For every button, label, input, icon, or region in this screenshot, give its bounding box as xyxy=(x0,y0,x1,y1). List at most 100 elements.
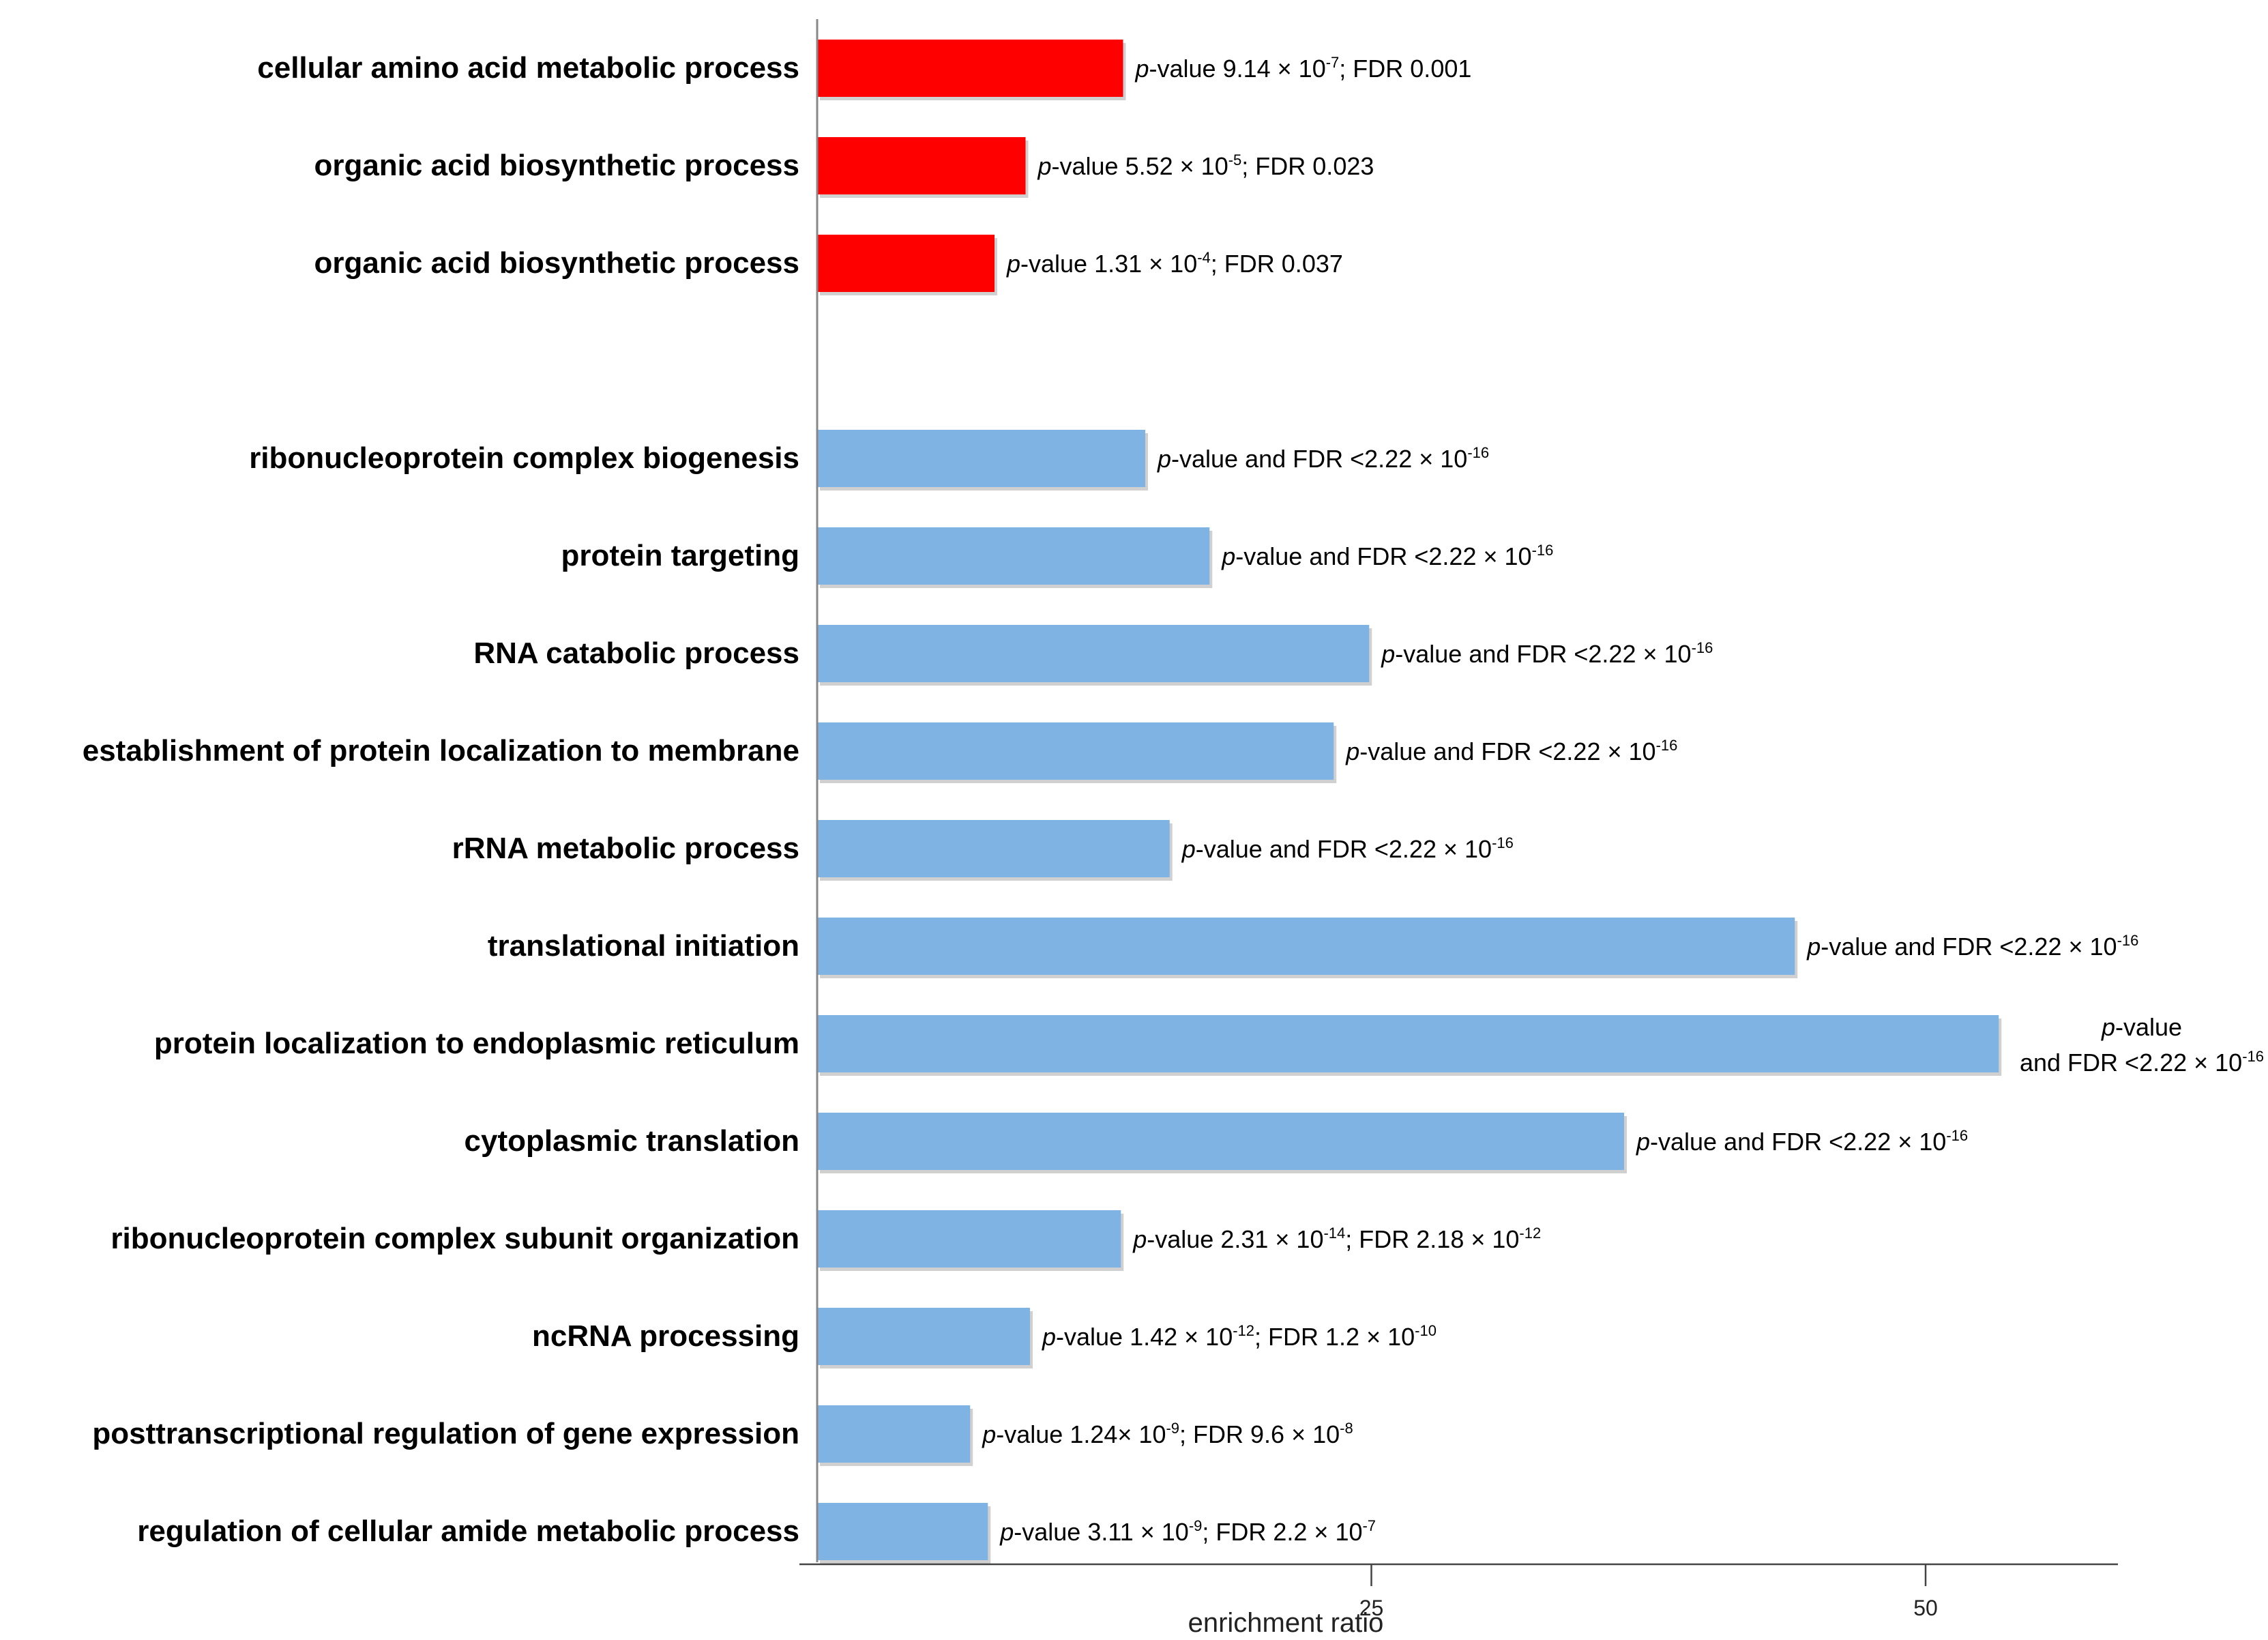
annotation-segment: p xyxy=(1157,445,1171,473)
annotation-exponent: -16 xyxy=(1656,737,1678,754)
bar xyxy=(817,722,1334,780)
bar-annotation: p-value 1.42 × 10-12; FDR 1.2 × 10-10 xyxy=(1042,1322,1437,1351)
annotation-segment: p xyxy=(1006,250,1020,278)
category-label: rRNA metabolic process xyxy=(452,832,799,865)
annotation-segment: -value and FDR <2.22 × 10 xyxy=(1395,640,1691,668)
bar-annotation: p-value 9.14 × 10-7; FDR 0.001 xyxy=(1135,54,1472,83)
category-label: cytoplasmic translation xyxy=(465,1124,799,1158)
category-label: regulation of cellular amide metabolic p… xyxy=(137,1514,799,1548)
annotation-exponent: -9 xyxy=(1189,1517,1203,1534)
annotation-segment: p xyxy=(1221,542,1235,570)
bar xyxy=(817,40,1123,97)
annotation-segment: ; FDR 2.18 × 10 xyxy=(1345,1225,1519,1253)
bar xyxy=(817,1210,1121,1268)
bar xyxy=(817,235,995,292)
annotation-segment: ; FDR 0.023 xyxy=(1241,152,1374,180)
annotation-segment: -value 9.14 × 10 xyxy=(1149,55,1326,83)
annotation-exponent: -16 xyxy=(1946,1127,1968,1144)
annotation-segment: -value and FDR <2.22 × 10 xyxy=(1196,835,1492,863)
bar-annotation: p-value 1.24× 10-9; FDR 9.6 × 10-8 xyxy=(982,1420,1353,1448)
annotation-segment: -value and FDR <2.22 × 10 xyxy=(1235,542,1531,570)
annotation-exponent: -9 xyxy=(1166,1420,1179,1437)
category-label: establishment of protein localization to… xyxy=(83,734,799,767)
category-label: organic acid biosynthetic process xyxy=(314,149,799,182)
category-label: translational initiation xyxy=(488,929,799,963)
annotation-exponent: -12 xyxy=(1519,1225,1541,1242)
bar-annotation: p-value and FDR <2.22 × 10-16 xyxy=(1381,639,1713,668)
bars-layer xyxy=(817,40,2002,1564)
category-labels: cellular amino acid metabolic process org… xyxy=(83,51,799,1548)
annotation-exponent: -14 xyxy=(1323,1225,1345,1242)
bar-annotation: p-value and FDR <2.22 × 10-16 xyxy=(1636,1127,1968,1156)
annotation-segment: -value 1.31 × 10 xyxy=(1020,250,1197,278)
category-label: RNA catabolic process xyxy=(473,636,799,670)
bar-annotation: p-value and FDR <2.22 × 10-16 xyxy=(2020,1013,2264,1077)
category-label: organic acid biosynthetic process xyxy=(314,246,799,280)
bar xyxy=(817,1308,1030,1365)
category-label: protein targeting xyxy=(561,539,799,572)
bar xyxy=(817,1405,971,1463)
category-label: ribonucleoprotein complex subunit organi… xyxy=(111,1222,799,1255)
annotation-segment: p xyxy=(1636,1128,1650,1156)
axes: 25 50 xyxy=(799,19,2118,1620)
annotation-segment: and FDR <2.22 × 10 xyxy=(2020,1049,2242,1077)
category-label: ribonucleoprotein complex biogenesis xyxy=(249,441,799,475)
annotation-segment: p xyxy=(982,1420,996,1448)
annotation-segment: p xyxy=(1345,737,1359,765)
annotation-exponent: -12 xyxy=(1233,1322,1254,1339)
annotation-segment: -value and FDR <2.22 × 10 xyxy=(1359,737,1655,765)
annotation-segment: p xyxy=(2101,1013,2115,1041)
annotation-segment: -value xyxy=(2115,1013,2182,1041)
annotation-segment: -value 3.11 × 10 xyxy=(1014,1518,1189,1546)
annotation-exponent: -16 xyxy=(1692,639,1713,656)
annotation-segment: ; FDR 9.6 × 10 xyxy=(1179,1420,1340,1448)
bar-annotation: p-value 1.31 × 10-4; FDR 0.037 xyxy=(1006,249,1343,278)
category-label: ncRNA processing xyxy=(532,1319,799,1353)
annotation-segment: -value 5.52 × 10 xyxy=(1052,152,1228,180)
bar-annotation: p-value 5.52 × 10-5; FDR 0.023 xyxy=(1037,151,1374,180)
annotation-exponent: -16 xyxy=(1467,444,1489,461)
x-tick-label: 25 xyxy=(1359,1596,1384,1620)
annotation-segment: p xyxy=(1135,55,1149,83)
bar-annotation: p-value and FDR <2.22 × 10-16 xyxy=(1806,932,2138,961)
annotation-exponent: -8 xyxy=(1340,1420,1353,1437)
annotation-exponent: -16 xyxy=(2242,1048,2264,1065)
annotation-segment: -value 1.24× 10 xyxy=(996,1420,1166,1448)
annotation-segment: p xyxy=(1037,152,1052,180)
bar xyxy=(817,1503,988,1560)
annotation-segment: p xyxy=(1132,1225,1147,1253)
annotation-exponent: -16 xyxy=(1492,834,1514,851)
annotation-segment: p xyxy=(1381,640,1395,668)
annotation-exponent: -5 xyxy=(1228,151,1242,169)
category-label: protein localization to endoplasmic reti… xyxy=(154,1027,799,1060)
annotation-segment: -value and FDR <2.22 × 10 xyxy=(1650,1128,1946,1156)
annotation-exponent: -7 xyxy=(1326,54,1340,71)
bar-annotation: p-value and FDR <2.22 × 10-16 xyxy=(1221,542,1553,570)
annotation-segment: ; FDR 2.2 × 10 xyxy=(1202,1518,1362,1546)
bar xyxy=(817,137,1026,194)
annotation-segment: -value and FDR <2.22 × 10 xyxy=(1821,933,2117,961)
bar-annotation: p-value and FDR <2.22 × 10-16 xyxy=(1181,834,1514,863)
annotation-segment: p xyxy=(999,1518,1014,1546)
annotation-exponent: -7 xyxy=(1362,1517,1376,1534)
bar-annotation: p-value and FDR <2.22 × 10-16 xyxy=(1157,444,1489,473)
annotation-segment: -value and FDR <2.22 × 10 xyxy=(1171,445,1467,473)
bar xyxy=(817,820,1170,877)
annotation-exponent: -4 xyxy=(1197,249,1211,266)
bar-annotation: p-value and FDR <2.22 × 10-16 xyxy=(1345,737,1677,765)
bar-annotation: p-value 2.31 × 10-14; FDR 2.18 × 10-12 xyxy=(1132,1225,1541,1253)
annotation-segment: -value 1.42 × 10 xyxy=(1056,1323,1233,1351)
bar xyxy=(817,430,1145,487)
annotation-segment: p xyxy=(1806,933,1821,961)
annotation-segment: p xyxy=(1042,1323,1056,1351)
bar xyxy=(817,1015,1999,1072)
annotation-exponent: -10 xyxy=(1415,1322,1437,1339)
annotation-exponent: -16 xyxy=(2117,932,2139,949)
category-label: posttranscriptional regulation of gene e… xyxy=(92,1417,799,1450)
annotation-exponent: -16 xyxy=(1532,542,1554,559)
bar xyxy=(817,1113,1624,1170)
bar xyxy=(817,527,1210,585)
x-axis-title: enrichment ratio xyxy=(1188,1608,1384,1638)
